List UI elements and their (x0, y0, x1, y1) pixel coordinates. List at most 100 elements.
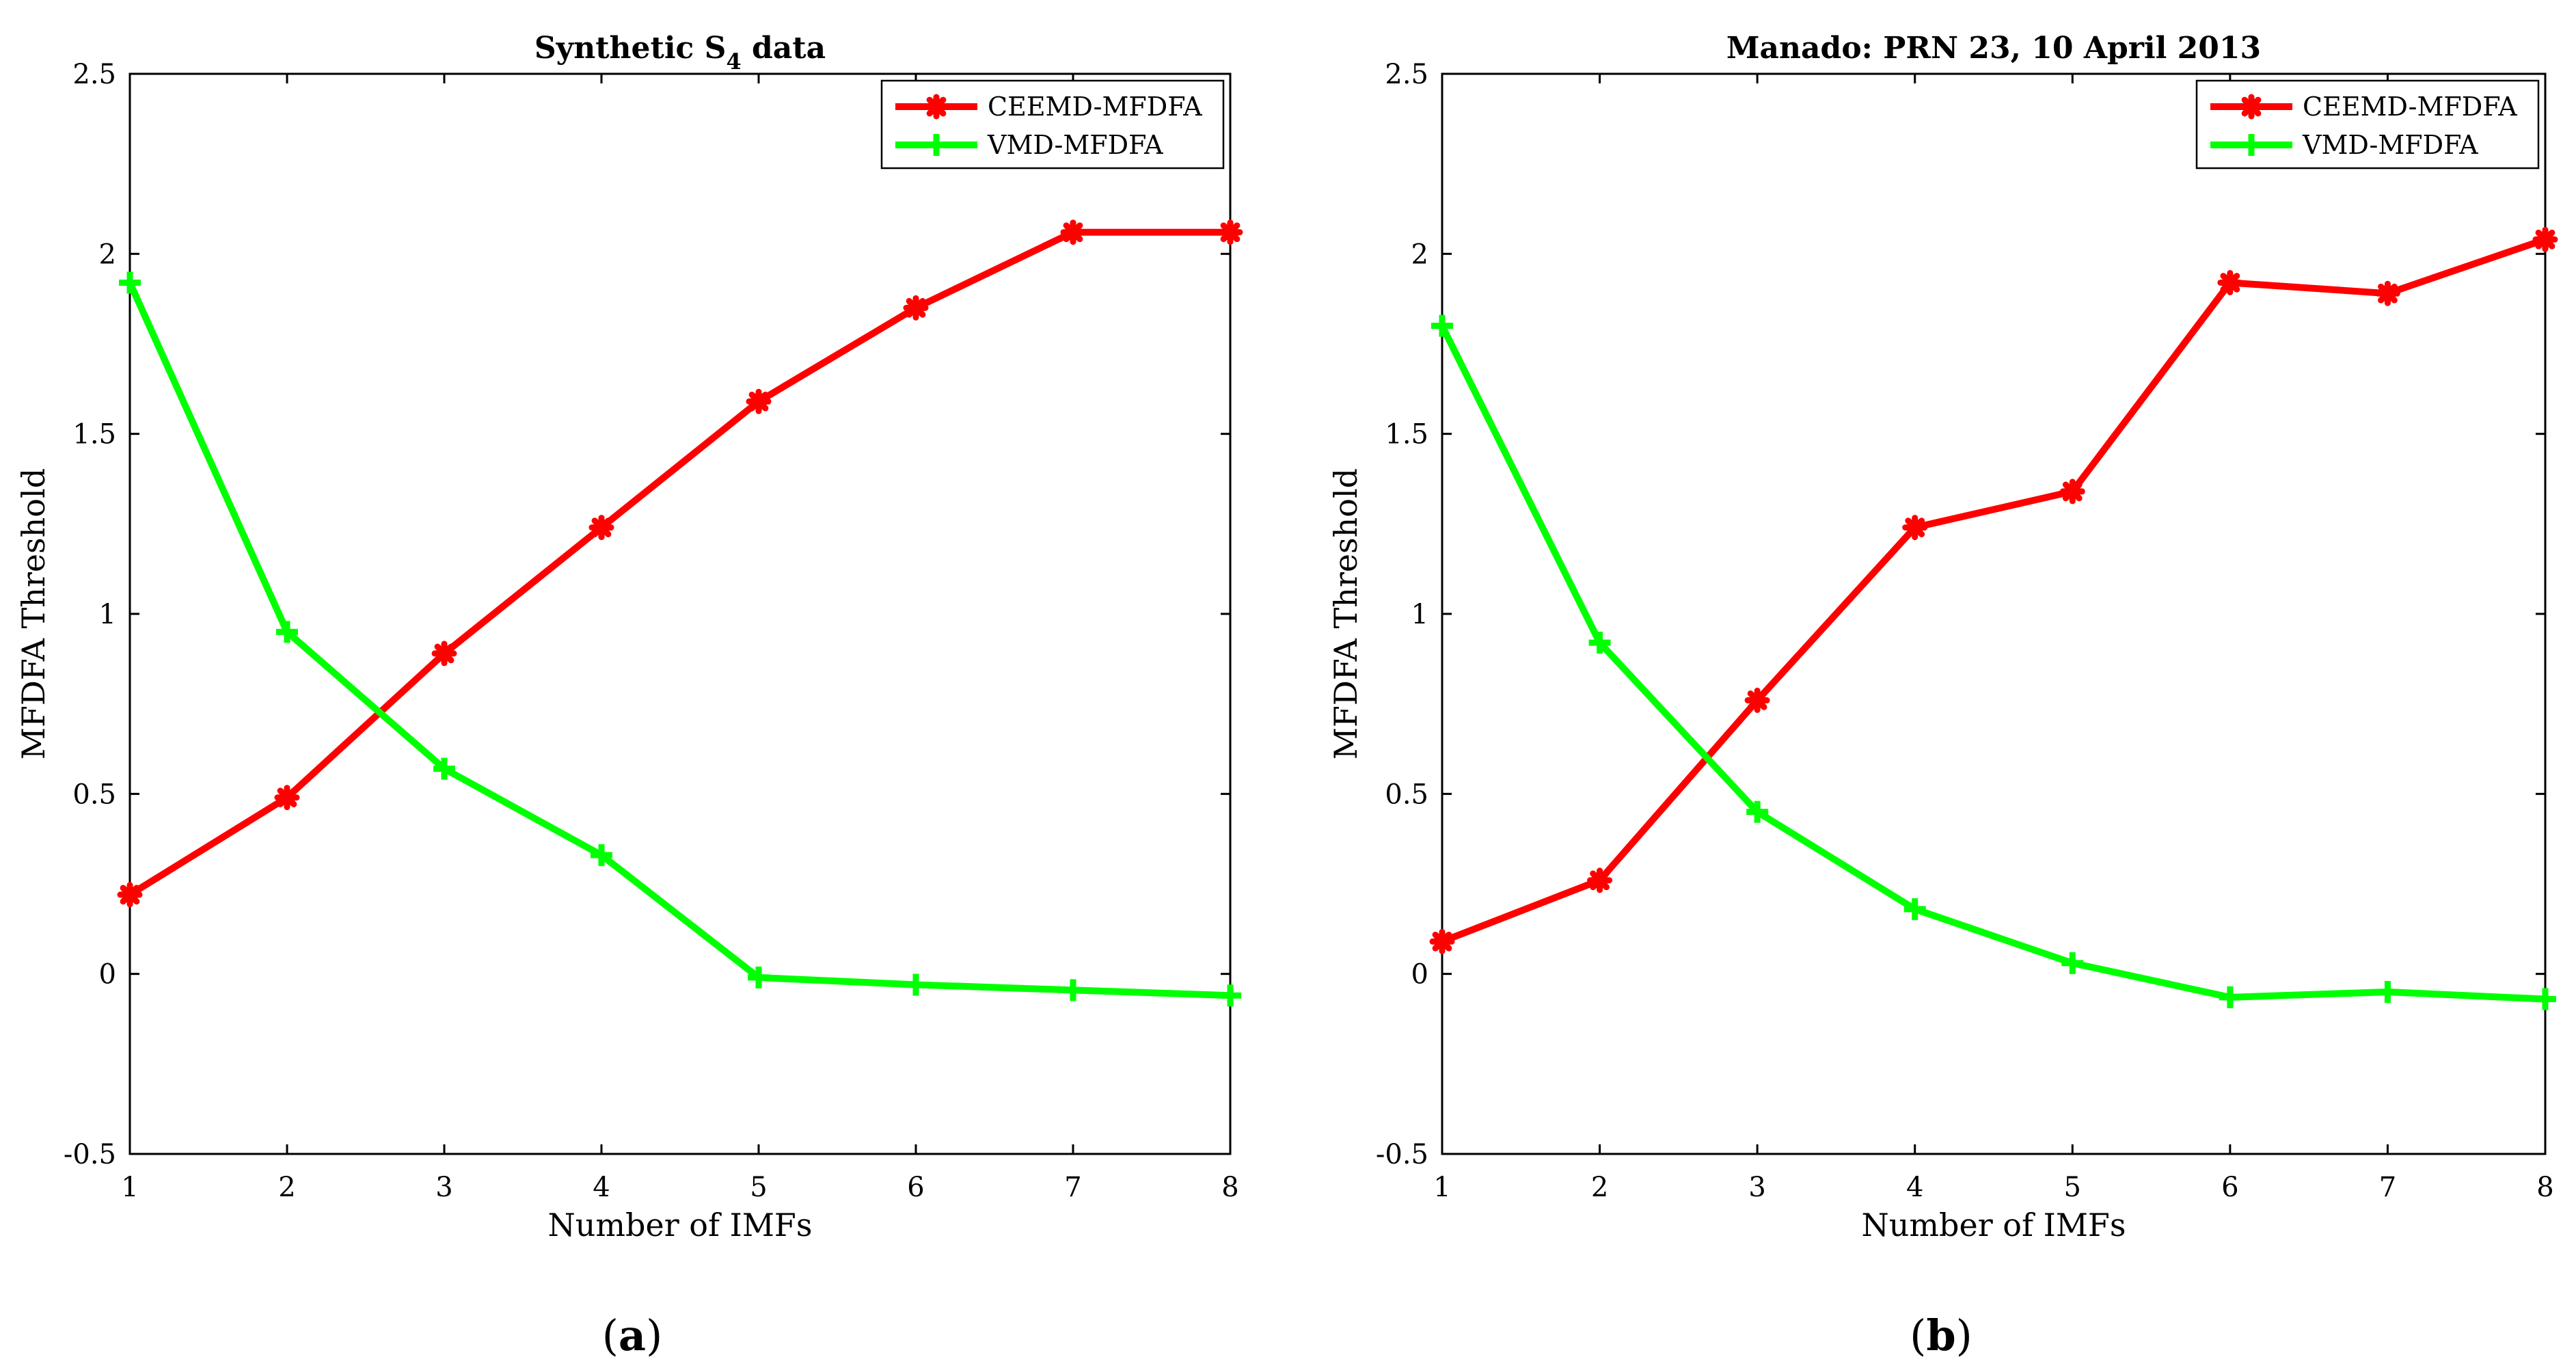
y-axis-label: MFDFA Threshold (15, 468, 52, 759)
chart-title: Synthetic S4 data (534, 31, 826, 75)
data-point-core (595, 521, 608, 534)
panel-label: (a) (602, 1310, 663, 1360)
legend-marker (2238, 94, 2264, 120)
data-point (1744, 687, 1770, 713)
panel-label-open: ( (602, 1310, 619, 1360)
data-point (746, 388, 772, 414)
x-tick-label: 6 (2221, 1172, 2238, 1203)
x-tick-label: 2 (1591, 1172, 1608, 1203)
panel-label-letter: a (619, 1310, 646, 1360)
y-tick-label: 1.5 (72, 419, 116, 450)
series-line (126, 281, 1231, 999)
x-axis-label: Number of IMFs (1862, 1207, 2126, 1243)
data-point-core (124, 888, 136, 901)
data-point (1903, 898, 1926, 920)
data-point (903, 295, 929, 321)
x-tick-label: 4 (1906, 1172, 1923, 1203)
x-tick-label: 3 (435, 1172, 452, 1203)
x-tick-label: 7 (2379, 1172, 2396, 1203)
series-line (1439, 324, 2546, 1003)
data-point (1429, 928, 1455, 954)
data-point (1062, 979, 1084, 1001)
x-tick-label: 2 (278, 1172, 295, 1203)
y-tick-label: 2 (1411, 239, 1428, 270)
data-point (2534, 988, 2556, 1010)
data-point (588, 515, 614, 541)
x-tick-label: 7 (1064, 1172, 1081, 1203)
x-tick-label: 8 (2536, 1172, 2553, 1203)
chart-title-subscript: 4 (726, 49, 741, 75)
series-ceemd-mfdfa (117, 219, 1243, 908)
y-tick-label: 2.5 (72, 59, 116, 90)
data-point (431, 641, 457, 667)
data-point-core (2539, 233, 2551, 246)
data-point-core (1436, 935, 1448, 948)
chart-title-main: Synthetic S (534, 31, 727, 66)
y-axis-label: MFDFA Threshold (1327, 468, 1364, 759)
data-point (2219, 986, 2241, 1008)
legend-label: CEEMD-MFDFA (2303, 92, 2517, 122)
x-tick-label: 4 (593, 1172, 610, 1203)
y-tick-label: 0 (99, 959, 116, 991)
data-point-core (2066, 485, 2079, 498)
data-point (1219, 984, 1241, 1007)
data-point (2532, 226, 2558, 252)
data-point (1746, 801, 1769, 823)
data-point (2061, 952, 2084, 974)
y-tick-label: 0 (1411, 959, 1428, 991)
data-point (276, 621, 298, 643)
x-tick-label: 1 (121, 1172, 138, 1203)
chart-panel-b: 1 2 3 4 5 6 7 8 -0.5 0 0.5 1 1.5 2 2.5 Number of IMFs MF… (1327, 31, 2558, 1360)
legend-label: VMD-MFDFA (987, 130, 1163, 160)
panel-label-letter: b (1926, 1310, 1955, 1360)
panel-label-open: ( (1910, 1310, 1926, 1360)
y-tick-label: 1 (1411, 599, 1428, 630)
data-point-core (281, 791, 293, 804)
series-line (1441, 236, 2547, 945)
chart-title-main: Manado: PRN 23, 10 April 2013 (1726, 31, 2261, 66)
y-tick-label: 0.5 (72, 779, 116, 810)
series-ceemd-mfdfa (1429, 226, 2558, 954)
legend-label: CEEMD-MFDFA (988, 92, 1202, 122)
data-point (905, 973, 927, 996)
data-point (117, 882, 143, 908)
y-tick-label: -0.5 (64, 1139, 116, 1170)
x-tick-label: 5 (2064, 1172, 2081, 1203)
data-point (2376, 981, 2399, 1003)
y-tick-label: 1 (99, 599, 116, 630)
data-point (2374, 280, 2400, 306)
panel-label: (b) (1910, 1310, 1972, 1360)
data-point (1060, 219, 1086, 245)
series-vmd-mfdfa (1431, 314, 2556, 1010)
x-tick-label: 3 (1748, 1172, 1765, 1203)
legend-marker (925, 134, 947, 156)
data-point-core (910, 301, 922, 314)
data-point (2059, 479, 2085, 505)
series-vmd-mfdfa (119, 271, 1241, 1007)
data-point-core (2381, 287, 2394, 300)
data-point (591, 844, 612, 866)
data-point (274, 785, 300, 811)
legend-label: VMD-MFDFA (2302, 130, 2478, 160)
panel-label-close: ) (1956, 1310, 1972, 1360)
data-point (748, 966, 770, 988)
data-point-core (1224, 226, 1236, 239)
data-point (433, 757, 455, 780)
data-point-core (2223, 276, 2236, 289)
x-tick-label: 5 (750, 1172, 767, 1203)
legend: CEEMD-MFDFA VMD-MFDFA (2195, 79, 2540, 170)
data-point (1587, 867, 1613, 893)
data-point (1217, 219, 1243, 245)
data-point-core (1593, 874, 1606, 887)
data-point (119, 271, 141, 294)
x-tick-label: 8 (1221, 1172, 1238, 1203)
series-line (128, 228, 1230, 898)
legend-marker-core (2245, 100, 2258, 113)
data-point-core (1067, 226, 1079, 239)
legend-marker (923, 94, 949, 120)
chart-panel-a: 1 2 3 4 5 6 7 8 -0.5 0 0.5 1 1.5 2 2.5 Number of IMFs MF… (15, 31, 1243, 1360)
chart-title-suffix: data (742, 31, 826, 66)
data-point (1431, 314, 1453, 337)
data-point-core (1908, 521, 1921, 534)
